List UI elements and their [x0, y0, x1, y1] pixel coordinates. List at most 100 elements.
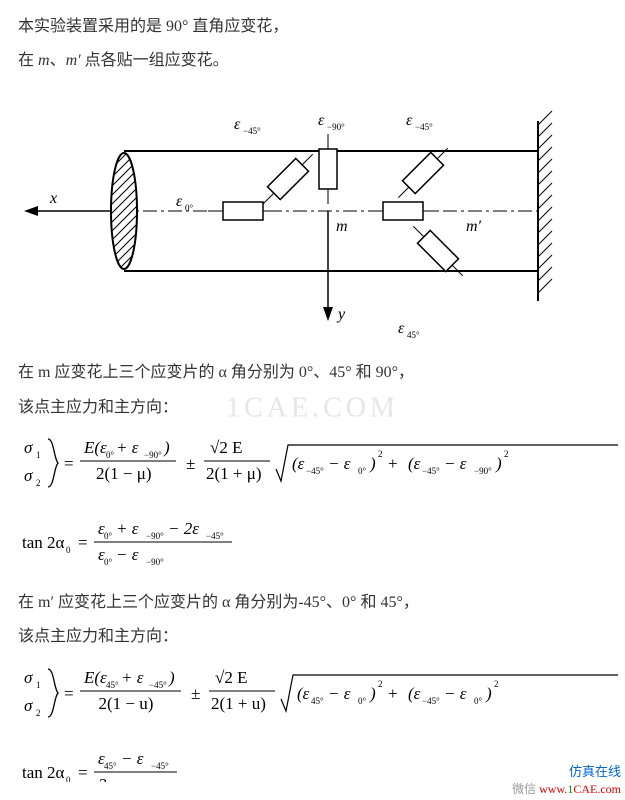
- svg-text:2(1 − u): 2(1 − u): [99, 694, 154, 713]
- svg-text:0°: 0°: [358, 466, 367, 476]
- svg-text:−45°: −45°: [151, 761, 169, 771]
- svg-text:2: 2: [36, 478, 41, 488]
- svg-text:(ε: (ε: [292, 454, 305, 473]
- svg-text:−45°: −45°: [206, 531, 224, 541]
- svg-text:+: +: [388, 454, 398, 473]
- svg-text:−90°: −90°: [144, 450, 162, 460]
- svg-text:+ ε: + ε: [116, 519, 139, 538]
- svg-text:E(ε: E(ε: [83, 438, 107, 457]
- svg-text:0: 0: [66, 775, 71, 782]
- svg-text:(ε: (ε: [297, 684, 310, 703]
- svg-text:2: 2: [36, 708, 41, 718]
- svg-text:0°: 0°: [474, 696, 483, 706]
- strain-rosette-diagram: xymm′ε0°ε−45°ε−90°ε−45°ε45°: [18, 81, 607, 352]
- svg-text:ε: ε: [398, 320, 405, 337]
- svg-text:=: =: [78, 763, 88, 782]
- svg-text:−90°: −90°: [327, 122, 345, 132]
- svg-text:√2 E: √2 E: [210, 438, 242, 457]
- svg-text:− ε: − ε: [328, 684, 351, 703]
- svg-text:2(1 − μ): 2(1 − μ): [96, 464, 152, 483]
- intro-mp: m′: [66, 52, 81, 69]
- svg-text:−45°: −45°: [243, 126, 261, 136]
- svg-text:tan 2α: tan 2α: [22, 763, 65, 782]
- svg-text:2(1 + u): 2(1 + u): [211, 694, 266, 713]
- svg-text:− ε: − ε: [444, 454, 467, 473]
- svg-text:y: y: [336, 306, 346, 323]
- svg-text:(ε: (ε: [408, 454, 421, 473]
- svg-text:0°: 0°: [106, 450, 115, 460]
- svg-text:0°: 0°: [185, 203, 194, 213]
- svg-text:1: 1: [36, 450, 41, 460]
- svg-text:1: 1: [36, 680, 41, 690]
- svg-text:2: 2: [378, 679, 383, 689]
- svg-text:−45°: −45°: [149, 680, 167, 690]
- mp-desc-2: 该点主应力和主方向：: [18, 622, 607, 652]
- svg-text:45°: 45°: [311, 696, 324, 706]
- svg-text:−45°: −45°: [306, 466, 324, 476]
- equation-sigma-mp: σ1σ2=E(ε45° + ε−45°)2(1 − u)±√2 E2(1 + u…: [18, 659, 607, 738]
- svg-text:σ: σ: [24, 668, 33, 687]
- svg-text:− ε: − ε: [444, 684, 467, 703]
- svg-text:): ): [369, 454, 376, 473]
- svg-text:±: ±: [191, 684, 200, 703]
- svg-text:−45°: −45°: [422, 696, 440, 706]
- svg-text:x: x: [49, 190, 57, 207]
- svg-text:+: +: [388, 684, 398, 703]
- svg-text:√2 E: √2 E: [215, 668, 247, 687]
- svg-text:tan 2α: tan 2α: [22, 533, 65, 552]
- svg-text:σ: σ: [24, 696, 33, 715]
- svg-text:45°: 45°: [104, 761, 117, 771]
- svg-text:m′: m′: [466, 218, 482, 235]
- m-desc-1: 在 m 应变花上三个应变片的 α 角分别为 0°、45° 和 90°，: [18, 358, 607, 388]
- svg-text:−90°: −90°: [146, 557, 164, 567]
- svg-text:2: 2: [504, 449, 509, 459]
- intro-2a: 在: [18, 52, 38, 69]
- intro-2b: 点各贴一组应变花。: [81, 52, 229, 69]
- svg-text:+ ε: + ε: [121, 668, 144, 687]
- svg-text:45°: 45°: [407, 330, 420, 340]
- svg-text:ε: ε: [406, 112, 413, 129]
- svg-text:−45°: −45°: [422, 466, 440, 476]
- svg-text:+ ε: + ε: [116, 438, 139, 457]
- svg-text:−90°: −90°: [474, 466, 492, 476]
- svg-text:σ: σ: [24, 438, 33, 457]
- svg-text:=: =: [78, 533, 88, 552]
- svg-text:ε: ε: [318, 112, 325, 129]
- svg-text:(ε: (ε: [408, 684, 421, 703]
- svg-text:): ): [163, 438, 170, 457]
- intro-line-1: 本实验装置采用的是 90° 直角应变花，: [18, 12, 607, 42]
- intro-line-2: 在 m、m′ 点各贴一组应变花。: [18, 46, 607, 76]
- svg-text:0°: 0°: [104, 531, 113, 541]
- mp-desc-1: 在 m′ 应变花上三个应变片的 α 角分别为-45°、0° 和 45°，: [18, 588, 607, 618]
- svg-text:− ε: − ε: [142, 775, 165, 782]
- svg-text:2: 2: [378, 449, 383, 459]
- svg-text:σ: σ: [24, 466, 33, 485]
- svg-text:− 2ε: − 2ε: [168, 519, 199, 538]
- svg-text:ε: ε: [176, 193, 183, 210]
- svg-text:): ): [369, 684, 376, 703]
- svg-text:− ε: − ε: [112, 775, 135, 782]
- svg-text:2: 2: [494, 679, 499, 689]
- svg-text:45°: 45°: [106, 680, 119, 690]
- svg-text:): ): [168, 668, 175, 687]
- intro-m: m: [38, 52, 50, 69]
- svg-text:): ): [485, 684, 492, 703]
- svg-text:−90°: −90°: [146, 531, 164, 541]
- svg-text:− ε: − ε: [328, 454, 351, 473]
- svg-text:0°: 0°: [104, 557, 113, 567]
- svg-text:=: =: [64, 454, 74, 473]
- svg-text:±: ±: [186, 454, 195, 473]
- m-desc-2: 该点主应力和主方向：: [18, 393, 607, 423]
- svg-text:0: 0: [66, 545, 71, 555]
- svg-text:): ): [495, 454, 502, 473]
- svg-text:−45°: −45°: [415, 122, 433, 132]
- equation-sigma-m: σ1σ2=E(ε0° + ε−90°)2(1 − μ)±√2 E2(1 + μ)…: [18, 429, 607, 508]
- svg-text:ε: ε: [234, 116, 241, 133]
- svg-text:0°: 0°: [358, 696, 367, 706]
- equation-tan-mp: tan 2α0 = ε45° − ε−45°2ε − ε − ε: [18, 744, 607, 782]
- svg-text:m: m: [336, 218, 348, 235]
- intro-sep: 、: [50, 52, 66, 69]
- svg-text:− ε: − ε: [116, 545, 139, 564]
- svg-text:2(1 + μ): 2(1 + μ): [206, 464, 262, 483]
- equation-tan-m: tan 2α0 = ε0° + ε−90° − 2ε−45°ε0° − ε−90…: [18, 514, 607, 581]
